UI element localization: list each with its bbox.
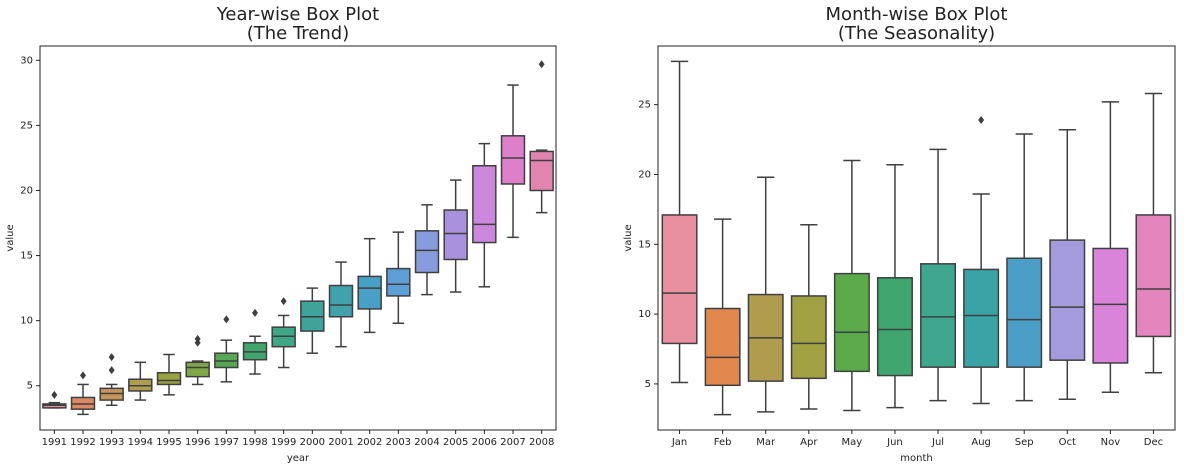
box: [833, 272, 870, 373]
x-tick-label: 1998: [242, 437, 267, 448]
box: [328, 284, 354, 318]
box: [704, 307, 741, 387]
outlier: [80, 371, 86, 380]
x-tick-label: Aug: [971, 437, 991, 448]
x-tick-label: 2008: [529, 437, 554, 448]
x-tick-label: Dec: [1144, 437, 1163, 448]
x-tick-label: 2007: [500, 437, 525, 448]
y-tick-label: 10: [638, 309, 651, 320]
x-tick-label: Jul: [931, 437, 944, 448]
y-tick-label: 25: [20, 120, 33, 131]
box: [1092, 247, 1129, 364]
box: [443, 209, 468, 261]
box: [472, 165, 497, 244]
x-tick-label: Jun: [886, 437, 903, 448]
outlier: [194, 334, 201, 343]
outlier: [223, 315, 230, 324]
x-tick-label: 2005: [443, 437, 468, 448]
box: [414, 230, 440, 274]
x-tick-label: May: [842, 437, 863, 448]
y-tick-label: 25: [638, 100, 651, 111]
x-tick-label: 1999: [271, 437, 296, 448]
y-tick-label: 5: [27, 381, 33, 392]
x-tick-label: 2006: [472, 437, 497, 448]
y-axis-label: value: [5, 224, 16, 251]
x-tick-label: 1991: [42, 437, 67, 448]
x-tick-label: Oct: [1059, 437, 1076, 448]
box: [185, 361, 210, 378]
x-tick-label: Jan: [671, 437, 687, 448]
x-tick-label: Nov: [1101, 437, 1121, 448]
y-axis-label: value: [623, 224, 634, 251]
box: [386, 267, 411, 297]
x-axis-label: month: [900, 453, 932, 464]
y-tick-label: 20: [638, 169, 651, 180]
x-tick-label: Feb: [714, 437, 732, 448]
y-tick-label: 5: [645, 379, 651, 390]
x-tick-label: 1997: [214, 437, 239, 448]
box: [1006, 257, 1043, 368]
box: [357, 275, 382, 310]
y-tick-label: 20: [20, 185, 33, 196]
box: [661, 214, 698, 345]
outlier: [51, 390, 58, 399]
x-tick-label: Mar: [756, 437, 776, 448]
box: [920, 263, 957, 368]
y-tick-label: 15: [20, 251, 33, 262]
chart-title: (The Seasonality): [838, 23, 995, 44]
box: [529, 150, 554, 192]
box: [876, 277, 913, 377]
x-axis-label: year: [287, 453, 310, 464]
y-tick-label: 30: [20, 55, 33, 66]
outlier: [538, 60, 545, 69]
chart-title: Year-wise Box Plot: [216, 4, 379, 25]
box: [1049, 239, 1086, 361]
x-tick-label: 1996: [185, 437, 210, 448]
x-tick-label: 2004: [414, 437, 439, 448]
box: [790, 295, 827, 380]
x-tick-label: 2001: [328, 437, 353, 448]
x-tick-label: Apr: [800, 437, 818, 448]
box: [963, 268, 1000, 368]
x-tick-label: Sep: [1015, 437, 1034, 448]
y-tick-label: 10: [20, 316, 33, 327]
outlier: [252, 308, 258, 317]
x-tick-label: 2003: [386, 437, 411, 448]
box: [500, 135, 526, 185]
outlier: [978, 116, 985, 125]
x-tick-label: 1992: [70, 437, 95, 448]
outlier: [280, 297, 287, 306]
chart-title: Month-wise Box Plot: [826, 4, 1008, 25]
x-tick-label: 1994: [128, 437, 153, 448]
outlier: [108, 366, 115, 375]
box: [1135, 214, 1172, 338]
chart-title: (The Trend): [247, 23, 350, 44]
x-tick-label: 1993: [99, 437, 124, 448]
x-tick-label: 2002: [357, 437, 382, 448]
y-tick-label: 15: [638, 239, 651, 250]
x-tick-label: 2000: [300, 437, 325, 448]
x-tick-label: 1995: [156, 437, 181, 448]
plot-frame: [657, 45, 1176, 431]
box: [156, 371, 182, 386]
plot-frame: [39, 45, 557, 431]
outlier: [108, 353, 115, 362]
